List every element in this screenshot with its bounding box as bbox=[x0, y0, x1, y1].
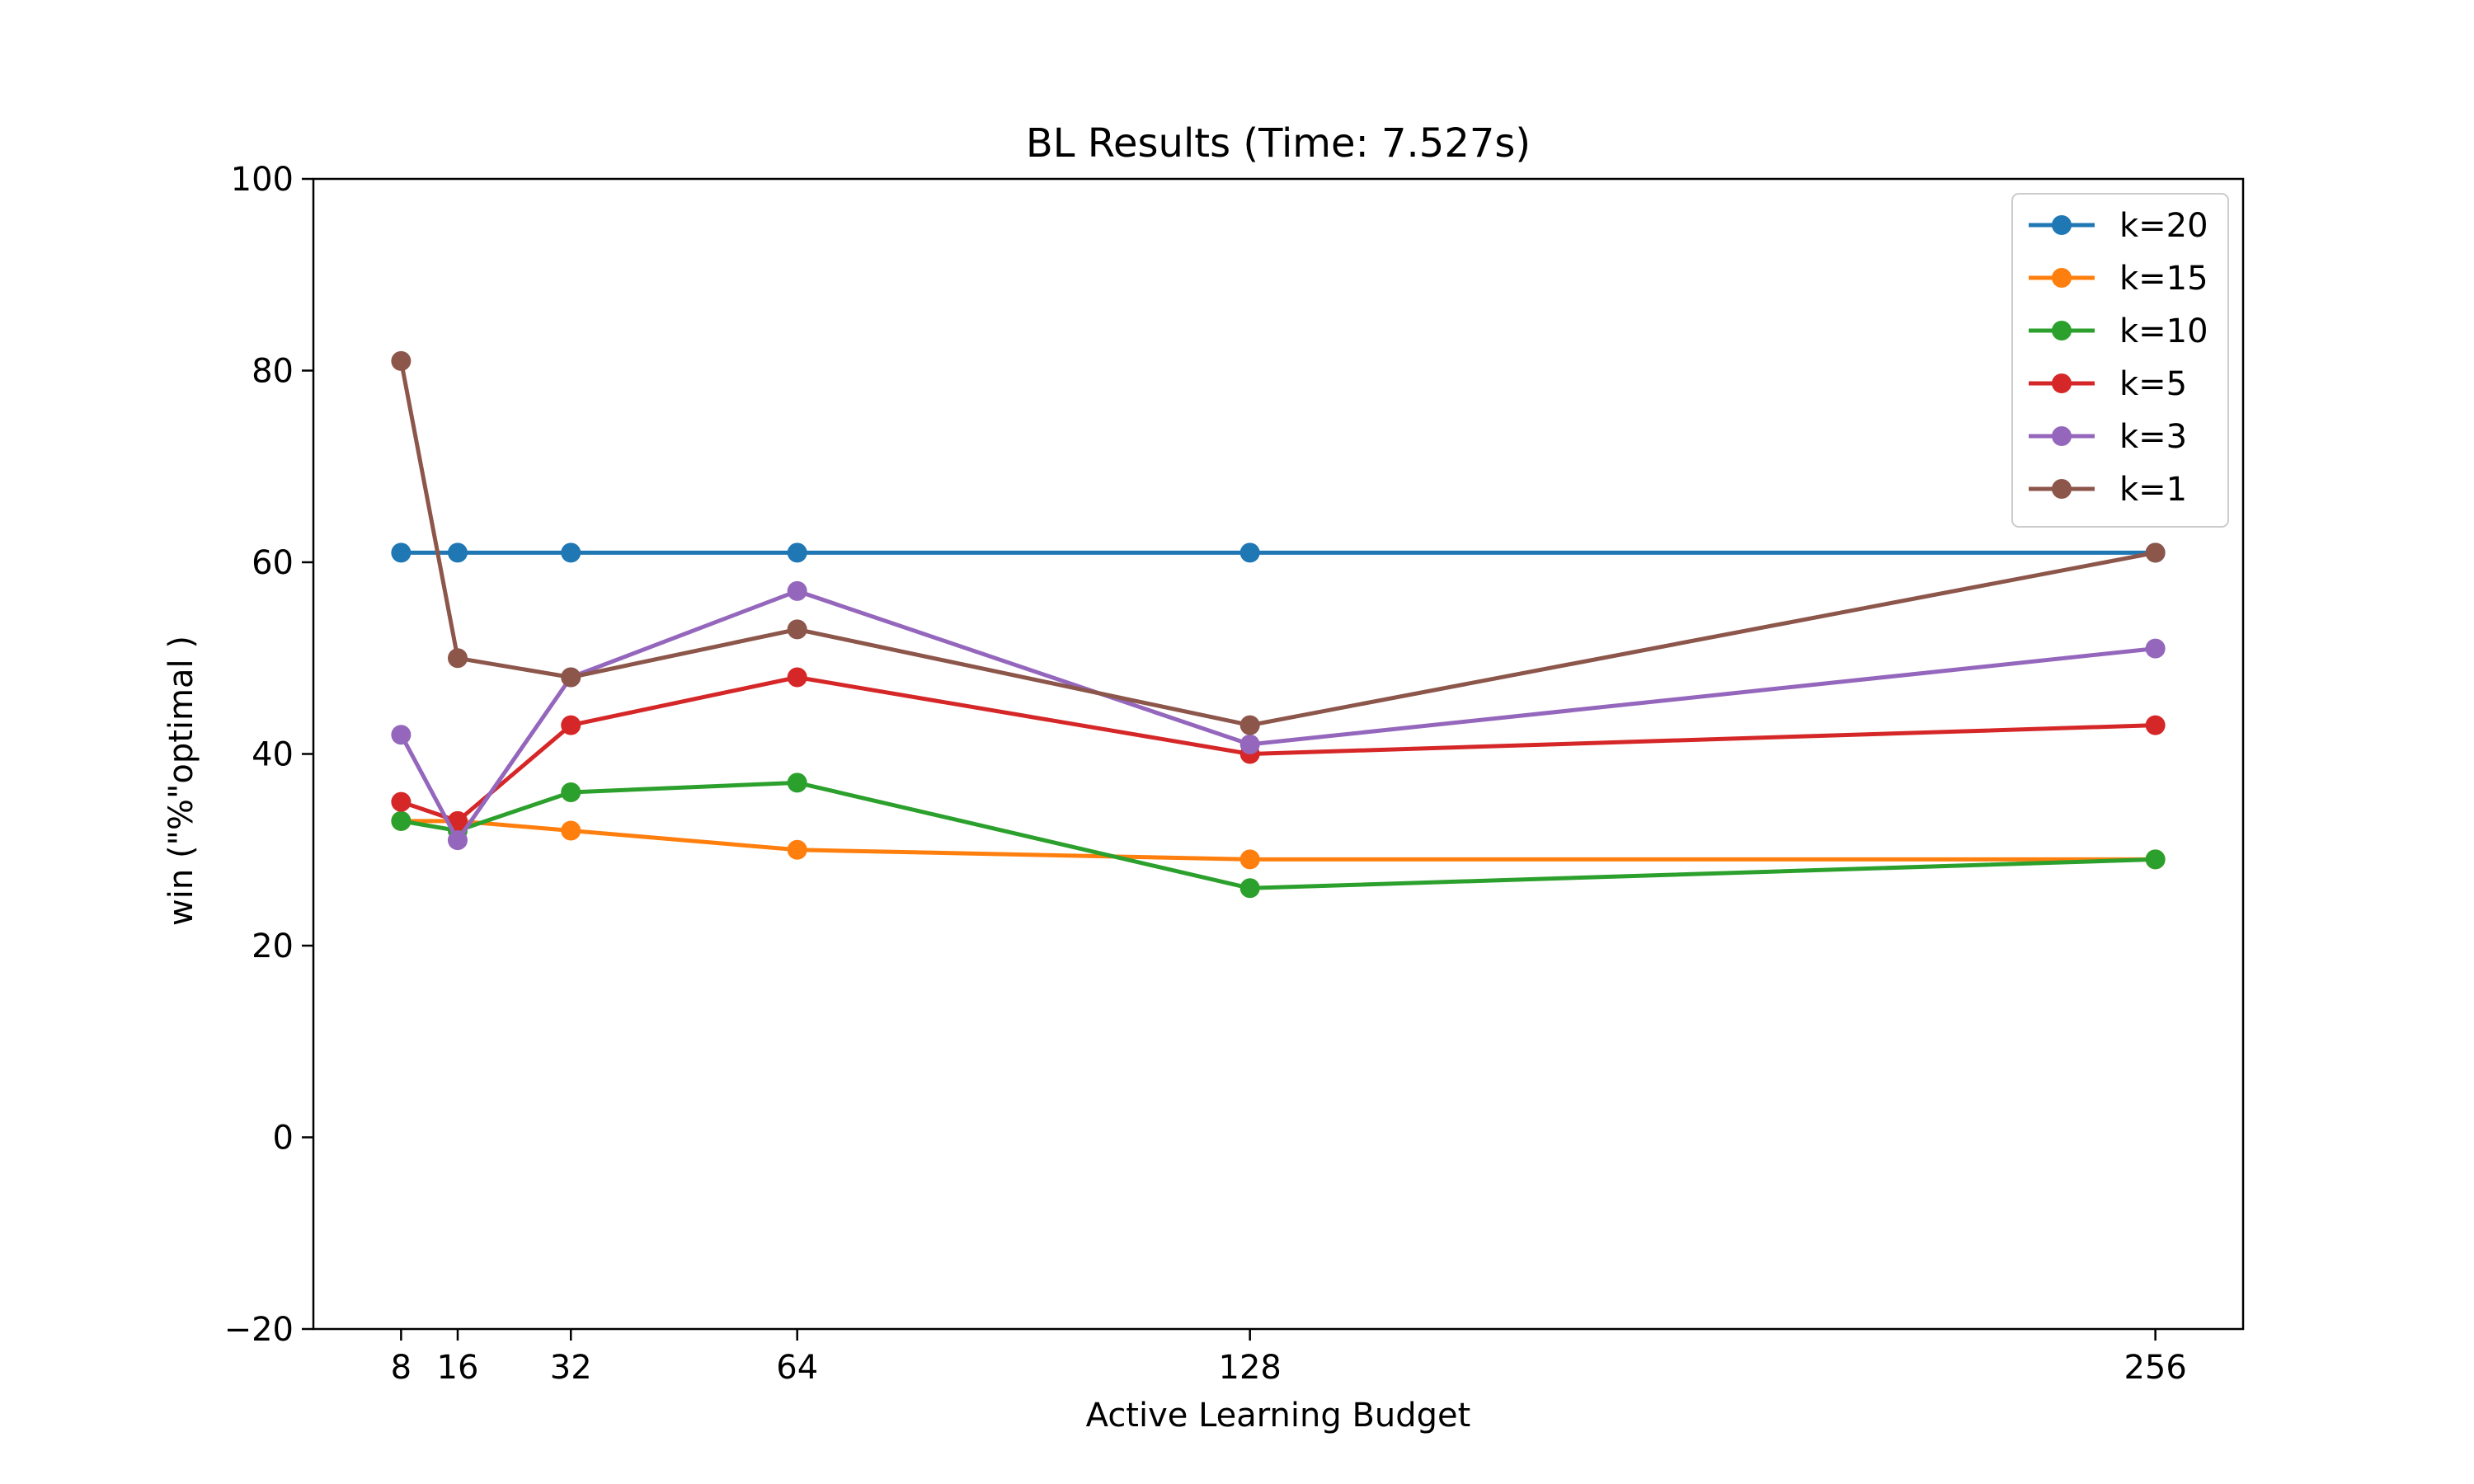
legend-marker bbox=[2052, 321, 2072, 340]
y-axis: −20 0 20 40 60 80 100 bbox=[224, 161, 313, 1349]
data-point bbox=[1239, 715, 1260, 735]
data-point bbox=[787, 839, 807, 860]
legend-marker bbox=[2052, 215, 2072, 235]
series-line bbox=[398, 360, 2157, 728]
data-point bbox=[787, 619, 807, 640]
series-k-1 bbox=[391, 350, 2166, 735]
data-point bbox=[447, 648, 468, 669]
data-point bbox=[787, 667, 807, 688]
legend-marker bbox=[2052, 268, 2072, 288]
series-line bbox=[400, 675, 2156, 824]
data-point bbox=[787, 542, 807, 563]
x-axis-label: Active Learning Budget bbox=[1086, 1397, 1471, 1435]
legend-entry: k=5 bbox=[2029, 365, 2187, 403]
x-tick-label: 64 bbox=[776, 1349, 818, 1387]
y-tick-label: −20 bbox=[224, 1311, 294, 1349]
data-point bbox=[561, 542, 581, 563]
data-point bbox=[561, 820, 581, 841]
data-point bbox=[447, 810, 468, 831]
data-point bbox=[447, 830, 468, 851]
chart-title: BL Results (Time: 7.527s) bbox=[1026, 120, 1531, 167]
legend-label: k=10 bbox=[2119, 312, 2208, 350]
x-tick-label: 16 bbox=[437, 1349, 479, 1387]
x-tick-label: 8 bbox=[391, 1349, 412, 1387]
data-point bbox=[2145, 542, 2166, 563]
y-tick-label: 60 bbox=[252, 544, 294, 582]
legend-marker bbox=[2052, 426, 2072, 446]
legend-entry: k=10 bbox=[2029, 312, 2208, 350]
data-point bbox=[391, 542, 412, 563]
y-tick-label: 100 bbox=[231, 161, 294, 199]
series-layer bbox=[391, 350, 2166, 899]
data-point bbox=[2145, 849, 2166, 870]
data-point bbox=[2145, 638, 2166, 659]
x-tick-label: 128 bbox=[1219, 1349, 1282, 1387]
data-point bbox=[1239, 849, 1260, 870]
data-point bbox=[561, 782, 581, 802]
legend-marker bbox=[2052, 373, 2072, 393]
data-point bbox=[2145, 715, 2166, 735]
data-point bbox=[787, 580, 807, 601]
legend-entry: k=1 bbox=[2029, 471, 2187, 509]
y-tick-label: 40 bbox=[252, 736, 294, 774]
y-tick-label: 0 bbox=[273, 1120, 294, 1158]
data-point bbox=[561, 667, 581, 688]
data-point bbox=[391, 791, 412, 812]
data-point bbox=[447, 542, 468, 563]
legend-label: k=5 bbox=[2119, 365, 2187, 403]
data-point bbox=[1239, 542, 1260, 563]
data-point bbox=[1239, 878, 1260, 899]
legend-entry: k=20 bbox=[2029, 207, 2208, 245]
legend-label: k=3 bbox=[2119, 418, 2187, 456]
legend-entry: k=15 bbox=[2029, 260, 2208, 298]
legend-entry: k=3 bbox=[2029, 418, 2187, 456]
y-tick-label: 80 bbox=[252, 353, 294, 391]
series-k-5 bbox=[391, 667, 2166, 831]
x-axis: 8 16 32 64 128 256 bbox=[391, 1329, 2187, 1387]
x-tick-label: 256 bbox=[2124, 1349, 2186, 1387]
y-axis-label: win ("%"optimal ) bbox=[162, 636, 200, 926]
legend-label: k=20 bbox=[2119, 207, 2208, 245]
legend-label: k=1 bbox=[2119, 471, 2187, 509]
legend-label: k=15 bbox=[2119, 260, 2208, 298]
legend: k=20 k=15 k=10 k=5 k=3 k=1 bbox=[2011, 193, 2229, 528]
x-tick-label: 32 bbox=[550, 1349, 592, 1387]
data-point bbox=[787, 773, 807, 793]
data-point bbox=[561, 715, 581, 735]
data-point bbox=[1239, 734, 1260, 754]
data-point bbox=[391, 810, 412, 831]
y-tick-label: 20 bbox=[252, 928, 294, 965]
legend-marker bbox=[2052, 479, 2072, 499]
data-point bbox=[391, 350, 412, 371]
series-line bbox=[399, 589, 2156, 843]
data-point bbox=[391, 725, 412, 745]
